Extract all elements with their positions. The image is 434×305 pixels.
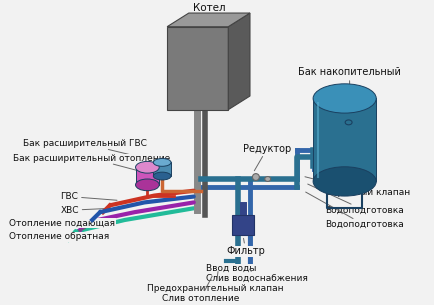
Text: Слив отопление: Слив отопление <box>162 276 240 303</box>
FancyBboxPatch shape <box>167 27 228 110</box>
Ellipse shape <box>313 167 376 196</box>
Ellipse shape <box>265 177 271 181</box>
Text: Водоподготовка: Водоподготовка <box>306 192 404 229</box>
Text: Фильтр: Фильтр <box>226 238 265 256</box>
FancyBboxPatch shape <box>313 99 376 181</box>
Text: Предохранительный клапан: Предохранительный клапан <box>148 271 284 293</box>
Ellipse shape <box>135 179 159 191</box>
Polygon shape <box>228 13 250 110</box>
Polygon shape <box>167 13 250 27</box>
Text: ХВС: ХВС <box>61 206 109 215</box>
Text: Ввод воды: Ввод воды <box>206 264 256 273</box>
Text: Бак накопительный: Бак накопительный <box>298 67 401 88</box>
Text: Отопление подающая: Отопление подающая <box>9 218 115 228</box>
Ellipse shape <box>313 84 376 113</box>
Text: Котел: Котел <box>193 3 226 24</box>
Text: Бак расширительный ГВС: Бак расширительный ГВС <box>23 139 159 162</box>
Text: Слив водоснабжения: Слив водоснабжения <box>206 269 307 283</box>
Text: Редуктор: Редуктор <box>243 144 291 171</box>
Text: Бак расширительный отопление: Бак расширительный отопление <box>13 154 171 172</box>
Ellipse shape <box>253 174 260 181</box>
Text: Водоподготовка: Водоподготовка <box>308 184 404 215</box>
Text: Обратный клапан: Обратный клапан <box>305 177 410 197</box>
Ellipse shape <box>153 172 171 180</box>
FancyBboxPatch shape <box>153 162 171 176</box>
FancyBboxPatch shape <box>135 167 159 185</box>
Text: ГВС: ГВС <box>61 192 117 201</box>
Text: Отопление обратная: Отопление обратная <box>9 229 109 241</box>
FancyBboxPatch shape <box>232 215 254 235</box>
Ellipse shape <box>135 161 159 173</box>
Ellipse shape <box>153 159 171 166</box>
